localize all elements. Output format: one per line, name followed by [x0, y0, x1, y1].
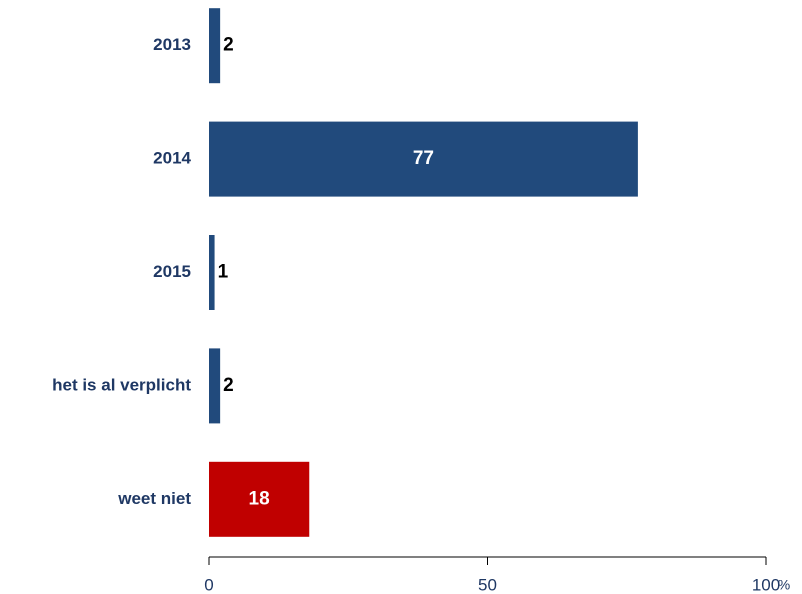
x-tick-label: 100 — [752, 575, 780, 594]
category-label: weet niet — [117, 489, 191, 508]
bar — [209, 348, 221, 424]
bar — [209, 235, 215, 310]
data-label: 18 — [249, 488, 270, 509]
category-label: 2015 — [153, 262, 191, 281]
bar — [209, 461, 310, 537]
category-label: 2013 — [153, 35, 191, 54]
bar — [209, 121, 638, 197]
data-label: 2 — [223, 35, 234, 56]
data-label: 1 — [218, 262, 229, 283]
data-label: 77 — [413, 148, 434, 169]
x-tick-label: 50 — [478, 575, 497, 594]
category-label: het is al verplicht — [52, 375, 191, 394]
x-tick-label: 0 — [204, 575, 213, 594]
bar — [209, 8, 221, 84]
data-label: 2 — [223, 375, 234, 396]
x-unit: % — [778, 577, 790, 593]
category-label: 2014 — [153, 149, 191, 168]
